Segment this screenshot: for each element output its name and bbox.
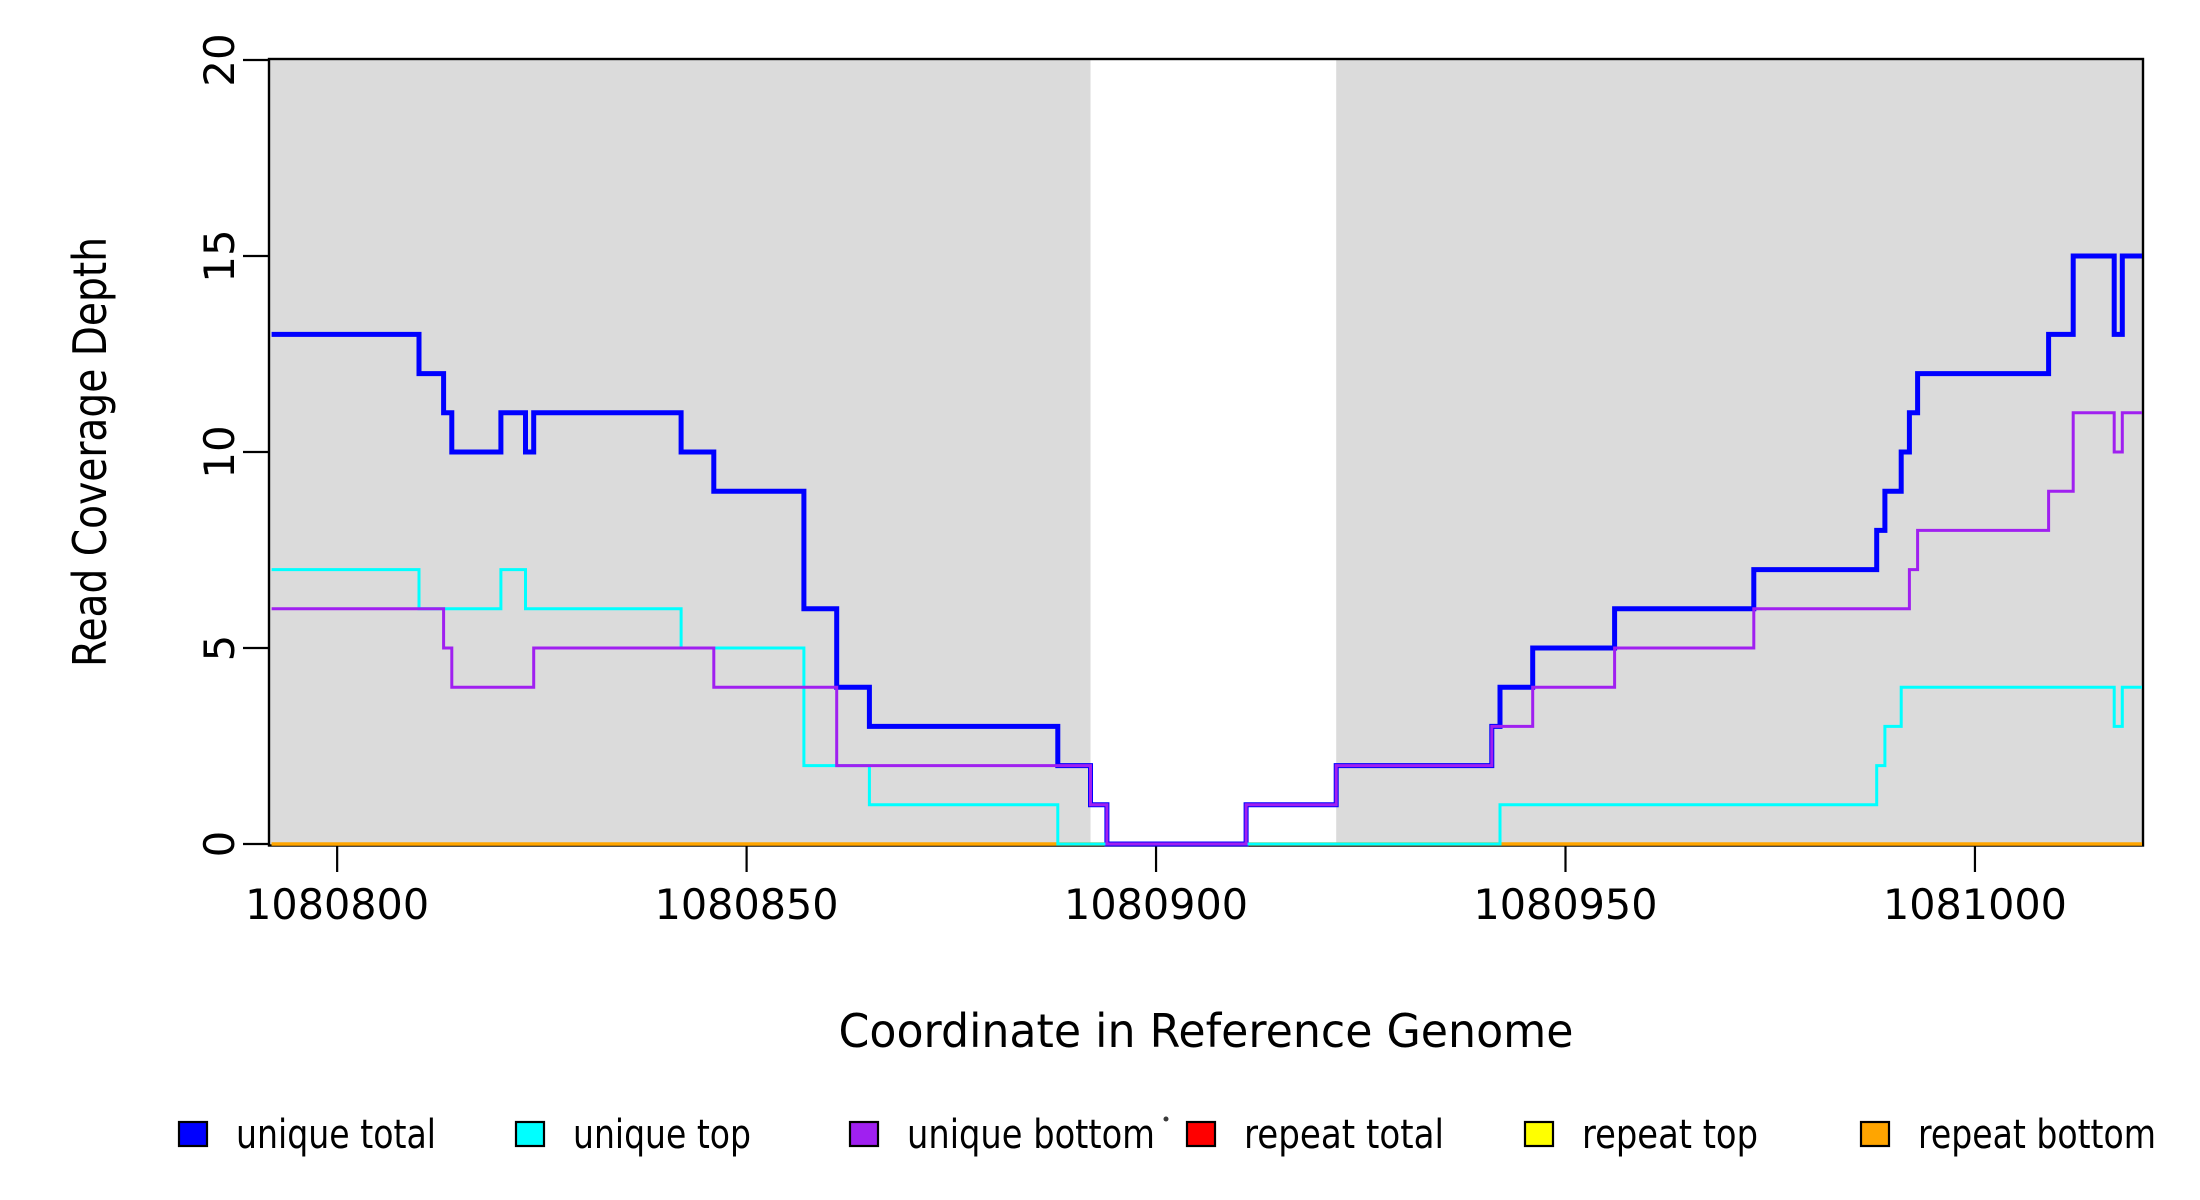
legend-swatch-repeat-top bbox=[1523, 1120, 1555, 1148]
y-tick-label: 15 bbox=[195, 229, 244, 282]
x-tick-label: 1080850 bbox=[655, 880, 839, 929]
legend-swatch-unique-bottom bbox=[848, 1120, 880, 1148]
y-tick-label: 20 bbox=[195, 33, 244, 86]
legend-swatch-repeat-bottom bbox=[1859, 1120, 1891, 1148]
x-tick-label: 1080950 bbox=[1473, 880, 1657, 929]
legend-swatch-unique-total bbox=[177, 1120, 209, 1148]
legend-label-repeat-bottom: repeat bottom bbox=[1918, 1112, 2156, 1158]
legend-label-unique-bottom: unique bottom bbox=[907, 1112, 1155, 1158]
legend-label-repeat-total: repeat total bbox=[1244, 1112, 1444, 1158]
legend-label-repeat-top: repeat top bbox=[1582, 1112, 1758, 1158]
legend-label-unique-total: unique total bbox=[236, 1112, 436, 1158]
y-tick-label: 10 bbox=[195, 425, 244, 478]
legend-swatch-repeat-total bbox=[1185, 1120, 1217, 1148]
x-tick-label: 1080800 bbox=[245, 880, 429, 929]
y-axis-title: Read Coverage Depth bbox=[63, 237, 117, 667]
stray-dot bbox=[1163, 1116, 1169, 1122]
series-unique-top-line bbox=[271, 568, 2142, 846]
x-tick-label: 1081000 bbox=[1883, 880, 2067, 929]
series-unique-bottom-line bbox=[271, 411, 2142, 846]
x-axis-title: Coordinate in Reference Genome bbox=[839, 1004, 1574, 1058]
legend-label-unique-top: unique top bbox=[573, 1112, 751, 1158]
y-tick-label: 5 bbox=[195, 635, 244, 662]
x-tick-label: 1080900 bbox=[1064, 880, 1248, 929]
legend-swatch-unique-top bbox=[514, 1120, 546, 1148]
y-tick-label: 0 bbox=[195, 831, 244, 858]
unique-region-right bbox=[1336, 59, 2142, 846]
